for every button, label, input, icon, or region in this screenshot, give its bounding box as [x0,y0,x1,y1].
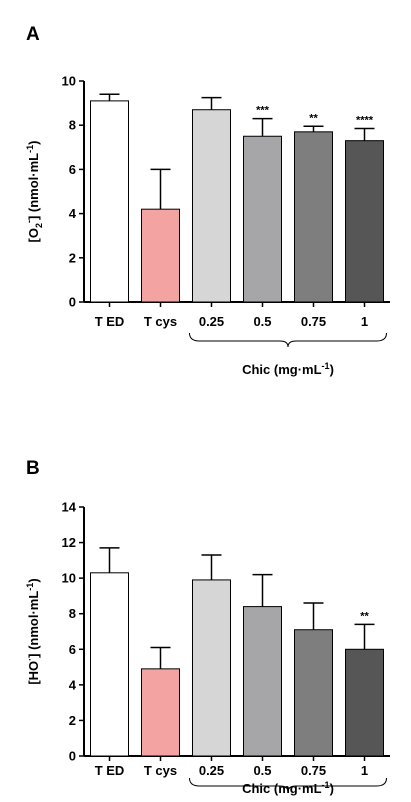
y-tick-label: 10 [62,571,76,586]
y-tick-label: 4 [69,677,77,692]
group-bracket [189,332,387,348]
x-tick-label: T ED [95,314,125,329]
bar [192,109,231,303]
group-label: Chic (mg·mL-1) [242,780,334,796]
y-tick-label: 6 [69,162,76,177]
group-label: Chic (mg·mL-1) [242,361,334,377]
significance-label: ** [360,610,369,622]
y-tick-label: 6 [69,642,76,657]
y-label-unit-superscript: -1 [25,583,35,591]
x-tick-label: T ED [95,763,125,778]
bar [345,648,384,757]
y-label-subscript: 2 [34,223,44,228]
y-tick-label: 0 [69,295,76,310]
y-tick-label: 14 [62,500,77,515]
bar [141,208,180,303]
bar [345,140,384,303]
y-label-superscript: · [25,658,35,661]
x-tick-label: 0.75 [301,763,326,778]
y-tick-label: 10 [62,74,76,89]
bar [294,131,333,303]
y-axis-label: [HO·] (nmol·mL-1) [25,578,41,684]
bar [192,579,231,757]
y-tick-label: 8 [69,606,76,621]
panel-label: A [26,24,40,45]
x-tick-label: 0.25 [199,314,224,329]
y-tick-label: 2 [69,250,76,265]
group-bracket [189,777,387,793]
bar [141,668,180,757]
y-tick-label: 0 [69,749,76,764]
x-tick-label: 0.5 [253,314,271,329]
x-tick-label: T cys [144,314,177,329]
x-tick-label: 0.5 [253,763,271,778]
y-label-text: ) [26,141,41,145]
bar [90,100,129,303]
significance-label: **** [356,115,374,127]
x-tick-label: 1 [361,314,368,329]
significance-label: ** [309,112,318,124]
y-label-unit-superscript: -1 [25,145,35,153]
x-tick-label: 0.75 [301,314,326,329]
y-tick-label: 12 [62,535,76,550]
bar [90,572,129,757]
bar [243,606,282,757]
y-axis-label: [O2-] (nmol·mL-1) [24,141,44,243]
y-label-text: ] (nmol·mL [26,591,41,658]
x-tick-label: 0.25 [199,763,224,778]
panel-label: B [26,458,40,479]
y-tick-label: 8 [69,118,76,133]
significance-label: *** [256,105,270,117]
y-label-text: ] (nmol·mL [26,153,41,220]
bar [243,135,282,303]
y-label-text: [O [26,228,41,242]
y-label-text: ) [26,578,41,582]
x-tick-label: T cys [144,763,177,778]
y-tick-label: 2 [69,713,76,728]
bar [294,629,333,757]
y-label-text: [HO [26,661,41,685]
chart-panel-b: B 0 2 4 6 8 10 12 14 [HO·] (nmol·mL-1) T ED T cys 0.… [25,458,390,796]
y-label-superscript: - [24,220,34,223]
y-tick-label: 4 [69,206,77,221]
x-tick-label: 1 [361,763,368,778]
